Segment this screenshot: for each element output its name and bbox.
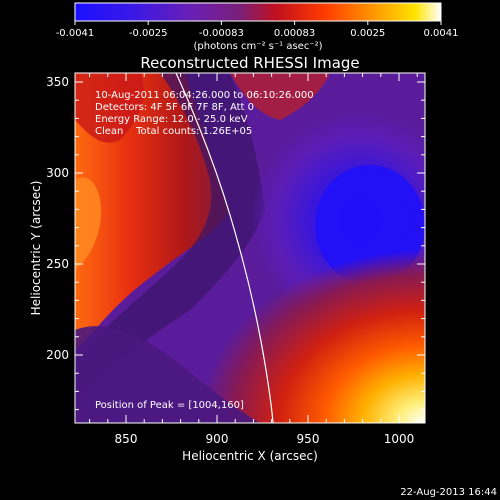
colorbar-tick-label: -0.00083 (199, 28, 244, 39)
y-tick-label: 300 (46, 166, 69, 180)
x-tick-label: 900 (206, 432, 229, 446)
colorbar-tick-label: 0.00083 (274, 28, 315, 39)
y-tick-label: 350 (46, 75, 69, 89)
peak-position: Position of Peak = [1004,160] (95, 400, 244, 411)
solar-limb-line (175, 73, 274, 423)
x-axis-label: Heliocentric X (arcsec) (182, 449, 318, 463)
info-overlay: 10-Aug-2011 06:04:26.000 to 06:10:26.000… (95, 90, 314, 411)
colorbar-gradient (74, 2, 442, 22)
y-tick-label: 200 (46, 348, 69, 362)
colorbar-tick-label: 0.0025 (350, 28, 385, 39)
x-tick-label: 950 (297, 432, 320, 446)
colorbar-tick-label: -0.0025 (129, 28, 168, 39)
colorbar: -0.0041 -0.0025 -0.00083 0.00083 0.0025 0.004… (56, 2, 459, 52)
energy-range: Energy Range: 12.0 - 25.0 keV (95, 114, 248, 125)
y-axis-label: Heliocentric Y (arcsec) (29, 181, 43, 316)
y-tick-labels: 200 250 300 350 (46, 75, 69, 362)
x-tick-label: 850 (115, 432, 138, 446)
colorbar-tick-label: 0.0041 (424, 28, 459, 39)
colorbar-units-label: (photons cm⁻² s⁻¹ asec⁻²) (193, 41, 322, 52)
plot-title: Reconstructed RHESSI Image (140, 54, 359, 72)
colorbar-ticks: -0.0041 -0.0025 -0.00083 0.00083 0.0025 0.004… (56, 21, 459, 39)
plot-frame (74, 72, 426, 424)
axis-ticks (75, 73, 425, 423)
detectors: Detectors: 4F 5F 6F 7F 8F, Att 0 (95, 102, 254, 113)
time-range: 10-Aug-2011 06:04:26.000 to 06:10:26.000 (95, 90, 314, 101)
y-tick-label: 250 (46, 257, 69, 271)
x-tick-label: 1000 (384, 432, 415, 446)
rhessi-image (75, 73, 425, 423)
timestamp: 22-Aug-2013 16:44 (400, 487, 497, 498)
colorbar-tick-label: -0.0041 (56, 28, 95, 39)
clean-total-counts: Clean Total counts: 1.26E+05 (95, 126, 252, 137)
x-tick-labels: 850 900 950 1000 (115, 432, 415, 446)
